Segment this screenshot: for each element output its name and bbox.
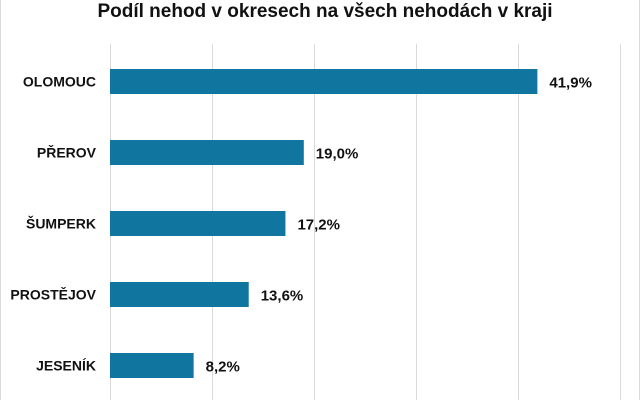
chart-title: Podíl nehod v okresech na všech nehodách…	[97, 1, 552, 22]
category-label-0: OLOMOUC	[23, 74, 96, 90]
category-label-3: PROSTĚJOV	[10, 286, 96, 303]
data-label-0: 41,9%	[549, 75, 592, 92]
gridlines	[110, 44, 621, 400]
bar-1	[110, 140, 304, 165]
bar-2	[110, 211, 286, 236]
data-label-2: 17,2%	[297, 217, 340, 234]
category-label-1: PŘEROV	[37, 144, 97, 161]
category-label-4: JESENÍK	[36, 358, 96, 374]
data-labels: 41,9% 19,0% 17,2% 13,6% 8,2%	[206, 75, 592, 376]
bar-0	[110, 69, 538, 94]
data-label-4: 8,2%	[206, 359, 240, 376]
bar-3	[110, 282, 249, 307]
data-label-1: 19,0%	[316, 146, 359, 163]
bar-4	[110, 353, 194, 378]
category-labels: OLOMOUC PŘEROV ŠUMPERK PROSTĚJOV JESENÍK	[10, 74, 96, 374]
category-label-2: ŠUMPERK	[26, 215, 96, 232]
bars	[110, 69, 538, 378]
data-label-3: 13,6%	[261, 288, 304, 305]
